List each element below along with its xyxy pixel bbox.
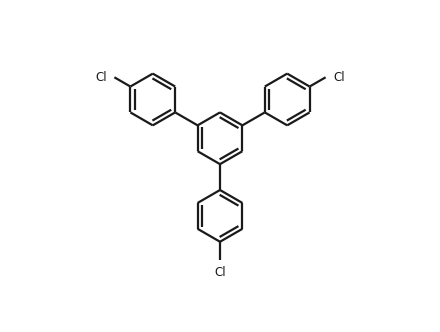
Text: Cl: Cl — [333, 71, 345, 84]
Text: Cl: Cl — [214, 266, 226, 280]
Text: Cl: Cl — [95, 71, 107, 84]
